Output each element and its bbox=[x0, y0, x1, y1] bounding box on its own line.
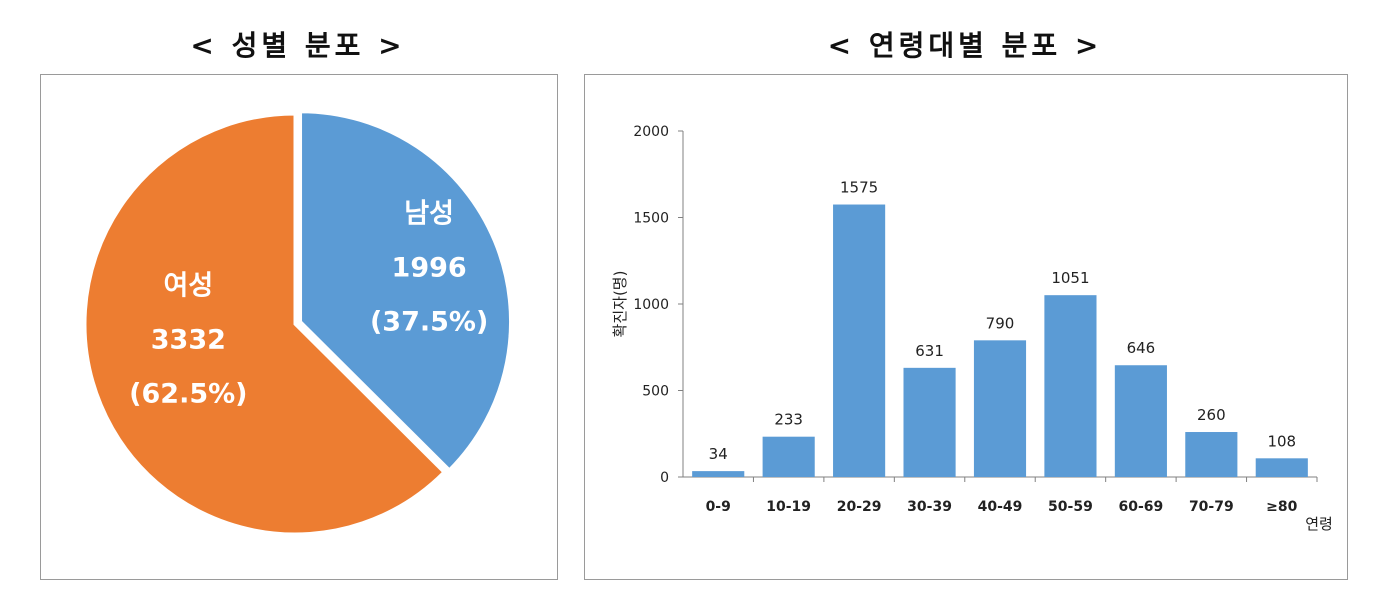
x-axis-title: 연령 bbox=[1305, 515, 1333, 533]
bar-10-19 bbox=[762, 436, 815, 477]
bar-value-label: 34 bbox=[709, 445, 728, 463]
age-chart-title: < 연령대별 분포 > bbox=[827, 29, 1103, 62]
male-slice bbox=[299, 110, 512, 472]
bar-≥80 bbox=[1255, 458, 1308, 477]
x-tick-label: 30-39 bbox=[907, 499, 952, 515]
bar-70-79 bbox=[1185, 432, 1238, 477]
x-tick-label: 10-19 bbox=[766, 499, 811, 515]
bar-0-9 bbox=[692, 471, 745, 477]
bar-value-label: 790 bbox=[986, 314, 1015, 332]
x-tick-label: ≥80 bbox=[1266, 499, 1297, 515]
y-tick-label: 0 bbox=[660, 470, 669, 486]
age-bar-chart: 0 500 1000 1500 2000 34 0-9 233 10-19 1575 20-29 63… bbox=[611, 124, 1333, 533]
female-percent: (62.5%) bbox=[129, 378, 247, 409]
y-tick-label: 2000 bbox=[633, 124, 669, 140]
age-bar-panel: 0 500 1000 1500 2000 34 0-9 233 10-19 1575 20-29 63… bbox=[584, 74, 1348, 580]
bar-value-label: 260 bbox=[1197, 406, 1226, 424]
bar-value-label: 631 bbox=[915, 342, 944, 360]
bar-20-29 bbox=[833, 204, 886, 477]
bar-60-69 bbox=[1114, 365, 1167, 477]
female-slice bbox=[83, 112, 446, 536]
bar-40-49 bbox=[973, 340, 1027, 477]
gender-pie-panel: 남성 1996 (37.5%) 여성 3332 (62.5%) bbox=[40, 74, 558, 580]
bar-value-label: 108 bbox=[1267, 432, 1296, 450]
x-tick-label: 60-69 bbox=[1118, 499, 1163, 515]
bar-value-label: 1575 bbox=[840, 179, 878, 197]
bar-50-59 bbox=[1044, 295, 1097, 477]
x-tick-label: 20-29 bbox=[837, 499, 882, 515]
male-percent: (37.5%) bbox=[370, 307, 488, 338]
x-tick-label: 50-59 bbox=[1048, 499, 1093, 515]
male-label: 남성 bbox=[404, 199, 454, 230]
y-tick-label: 1000 bbox=[633, 297, 669, 313]
x-tick-label: 70-79 bbox=[1189, 499, 1234, 515]
female-count: 3332 bbox=[151, 324, 226, 355]
bar-value-label: 1051 bbox=[1051, 269, 1089, 287]
female-label: 여성 bbox=[164, 270, 214, 301]
male-count: 1996 bbox=[392, 253, 467, 284]
bar-value-label: 233 bbox=[774, 411, 803, 429]
gender-chart-title: < 성별 분포 > bbox=[190, 29, 406, 62]
y-tick-label: 1500 bbox=[633, 211, 669, 227]
bar-30-39 bbox=[903, 367, 956, 477]
x-tick-label: 40-49 bbox=[978, 499, 1023, 515]
y-tick-label: 500 bbox=[642, 384, 669, 400]
gender-pie-chart: 남성 1996 (37.5%) 여성 3332 (62.5%) bbox=[83, 110, 512, 536]
x-tick-label: 0-9 bbox=[706, 499, 731, 515]
y-axis-title: 확진자(명) bbox=[611, 271, 629, 338]
bar-value-label: 646 bbox=[1127, 339, 1156, 357]
